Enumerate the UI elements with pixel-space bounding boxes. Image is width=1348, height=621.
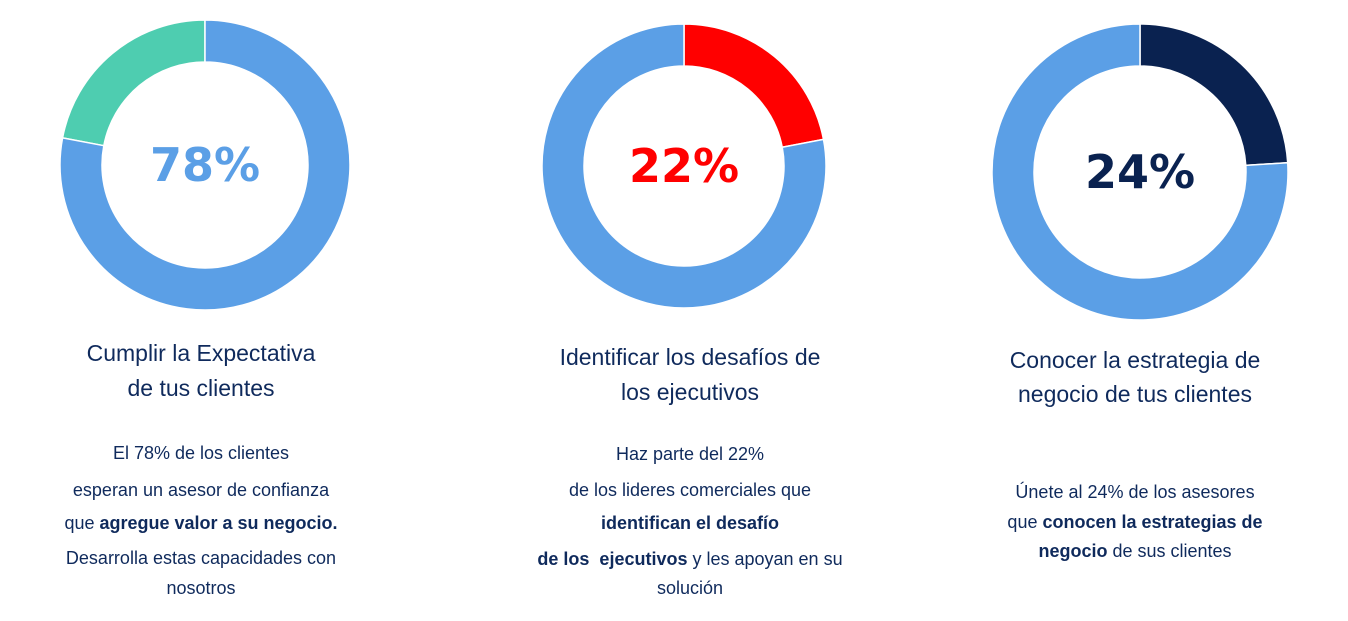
card-3-body-line: Únete al 24% de los asesores <box>1015 482 1254 503</box>
body-text: que <box>1007 512 1043 532</box>
body-text-bold: negocio <box>1038 541 1108 561</box>
donut-1-slice-rest <box>59 19 351 311</box>
body-text-bold: de los ejecutivos <box>537 549 688 569</box>
card-3-body-line: que conocen la estrategias de <box>1007 512 1262 533</box>
body-text: El 78% de los clientes <box>112 443 290 463</box>
donut-1-slice-highlight <box>61 19 206 147</box>
body-text-bold: conocen la estrategias de <box>1042 512 1263 532</box>
body-text: Desarrolla estas capacidades con <box>65 548 337 568</box>
card-1-body-line: Desarrolla estas capacidades con <box>66 548 336 569</box>
card-2-body-line: de los lideres comerciales que <box>569 480 811 501</box>
card-3-body-line: negocio de sus clientes <box>1038 541 1231 562</box>
card-2-title-line: Identificar los desafíos de <box>559 344 821 370</box>
card-1-body-line: nosotros <box>166 578 235 599</box>
body-text: Únete al 24% de los asesores <box>1015 482 1255 502</box>
card-1-body-line: que agregue valor a su negocio. <box>64 513 337 534</box>
body-text-bold: identifican el desafío <box>600 513 780 533</box>
card-3-title-line: negocio de tus clientes <box>1018 381 1252 407</box>
body-text: nosotros <box>166 578 236 598</box>
card-1-title-line: Cumplir la Expectativa <box>86 340 316 366</box>
card-2-body-line: identifican el desafío <box>601 513 779 534</box>
body-text: Haz parte del 22% <box>615 444 765 464</box>
body-text-bold: agregue valor a su negocio. <box>99 513 338 533</box>
donut-1-center-label: 78% <box>149 138 261 192</box>
card-1-title-line: de tus clientes <box>127 375 275 401</box>
card-1-body-line: esperan un asesor de confianza <box>73 480 329 501</box>
body-text: de los lideres comerciales que <box>568 480 812 500</box>
card-1-body-line: El 78% de los clientes <box>113 443 289 464</box>
body-text: de sus clientes <box>1107 541 1232 561</box>
body-text: esperan un asesor de confianza <box>72 480 330 500</box>
body-text: que <box>64 513 100 533</box>
donut-2-center-label: 22% <box>628 139 740 193</box>
card-2-title-line: los ejecutivos <box>620 379 760 405</box>
card-2-body-line: Haz parte del 22% <box>616 444 764 465</box>
body-text: solución <box>656 578 724 598</box>
card-3-title-line: Conocer la estrategia de <box>1009 347 1261 373</box>
donut-2-slice-rest <box>541 23 827 309</box>
card-2-body-line: solución <box>657 578 723 599</box>
donut-3-center-label: 24% <box>1084 145 1196 199</box>
card-2-body-line: de los ejecutivos y les apoyan en su <box>537 549 842 570</box>
body-text: y les apoyan en su <box>687 549 843 569</box>
donut-3-slice-rest <box>991 23 1289 321</box>
donut-2-slice-highlight <box>683 23 825 149</box>
